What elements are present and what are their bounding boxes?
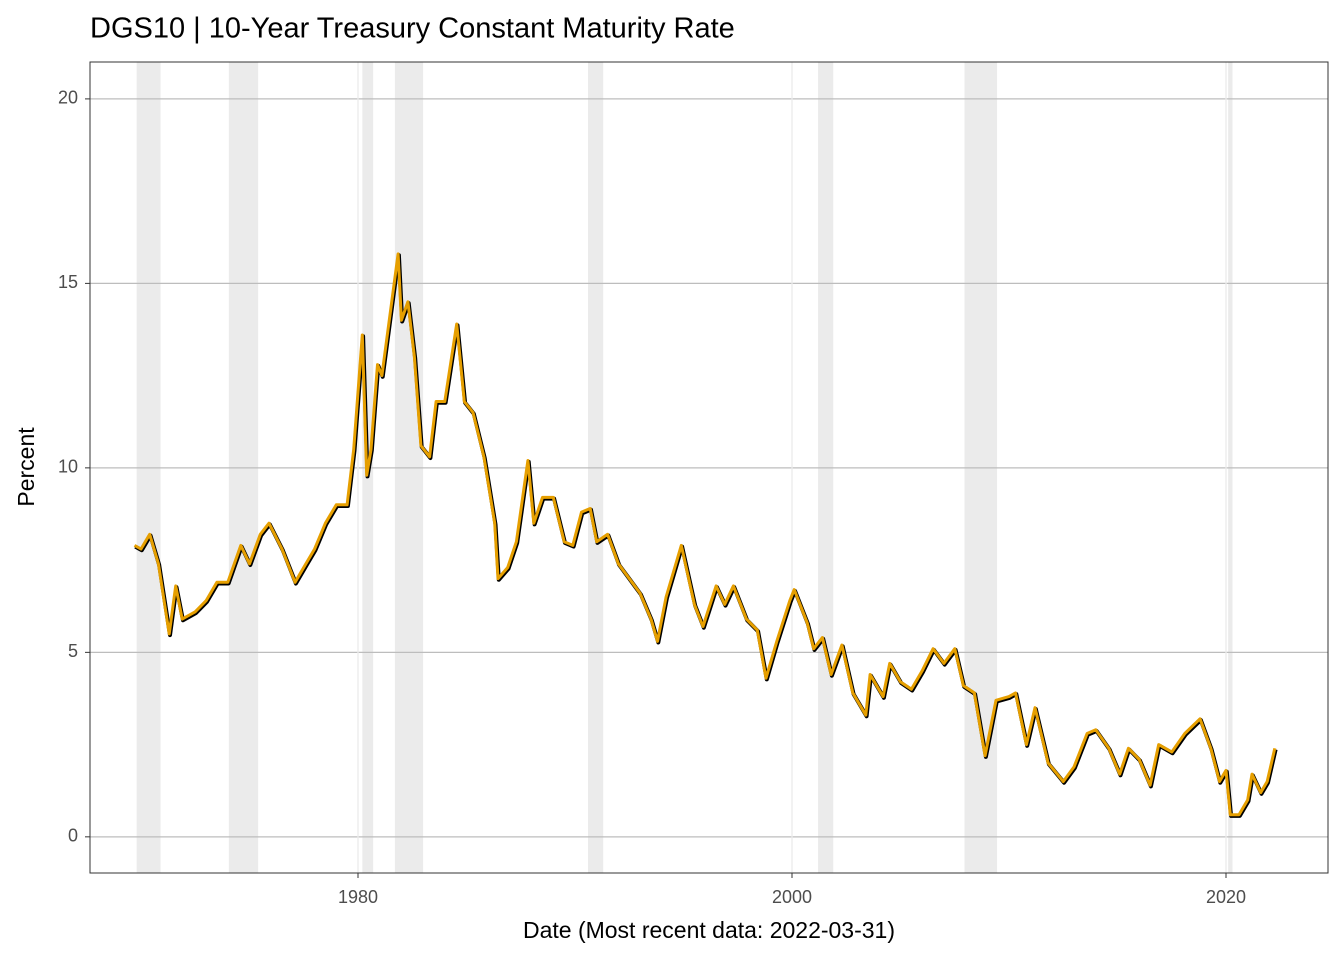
series-line: [133, 252, 1277, 817]
chart-title: DGS10 | 10-Year Treasury Constant Maturi…: [90, 13, 735, 45]
x-axis-title: Date (Most recent data: 2022-03-31): [523, 917, 895, 943]
x-tick-label: 1980: [338, 887, 378, 907]
x-tick-label: 2020: [1206, 887, 1246, 907]
y-tick-label: 15: [58, 272, 78, 292]
y-tick-label: 20: [58, 88, 78, 108]
y-tick-label: 0: [68, 826, 78, 846]
panel-border: [89, 61, 1329, 874]
x-tick-label: 2000: [772, 887, 812, 907]
y-axis-title: Percent: [13, 427, 39, 507]
y-tick-label: 5: [68, 641, 78, 661]
series-outline: [134, 253, 1278, 818]
y-tick-label: 10: [58, 457, 78, 477]
